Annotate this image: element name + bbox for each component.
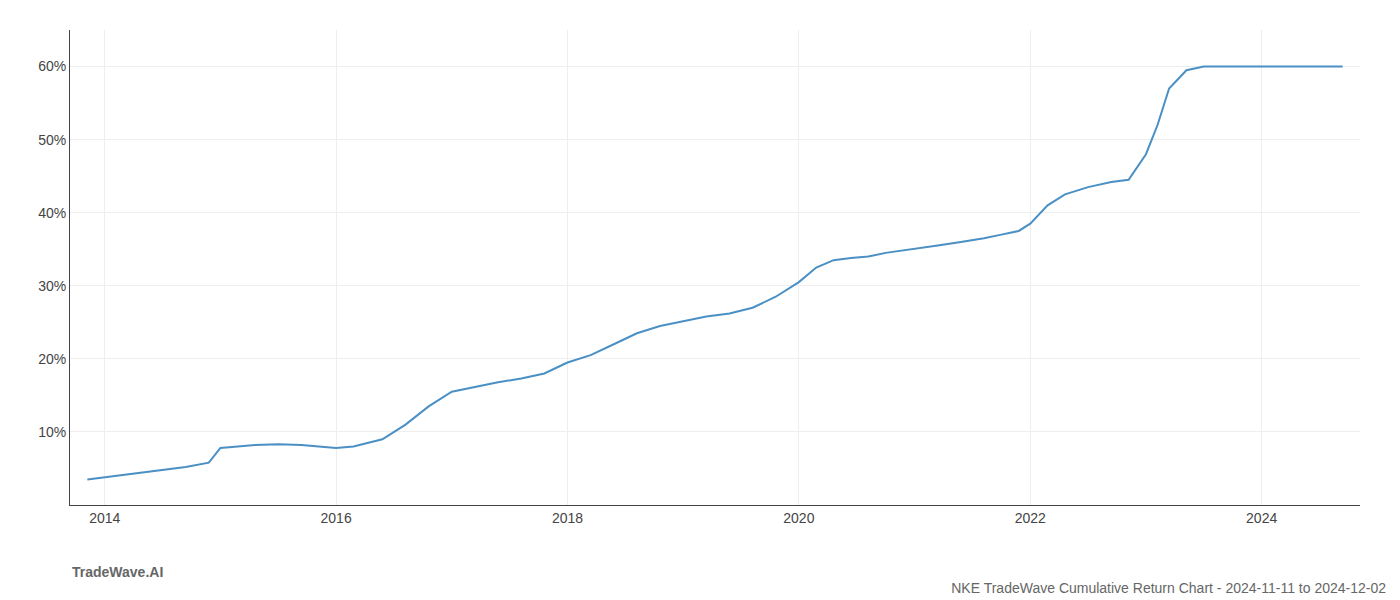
svg-text:2024: 2024 (1246, 510, 1277, 526)
svg-text:2022: 2022 (1015, 510, 1046, 526)
svg-text:60%: 60% (38, 58, 66, 74)
svg-text:20%: 20% (38, 351, 66, 367)
svg-text:2018: 2018 (552, 510, 583, 526)
svg-text:NKE TradeWave Cumulative Retur: NKE TradeWave Cumulative Return Chart - … (951, 580, 1386, 596)
svg-text:2016: 2016 (321, 510, 352, 526)
svg-text:2020: 2020 (783, 510, 814, 526)
svg-text:30%: 30% (38, 278, 66, 294)
svg-text:50%: 50% (38, 132, 66, 148)
svg-text:10%: 10% (38, 424, 66, 440)
svg-text:TradeWave.AI: TradeWave.AI (72, 564, 163, 580)
svg-text:2014: 2014 (89, 510, 120, 526)
svg-text:40%: 40% (38, 205, 66, 221)
